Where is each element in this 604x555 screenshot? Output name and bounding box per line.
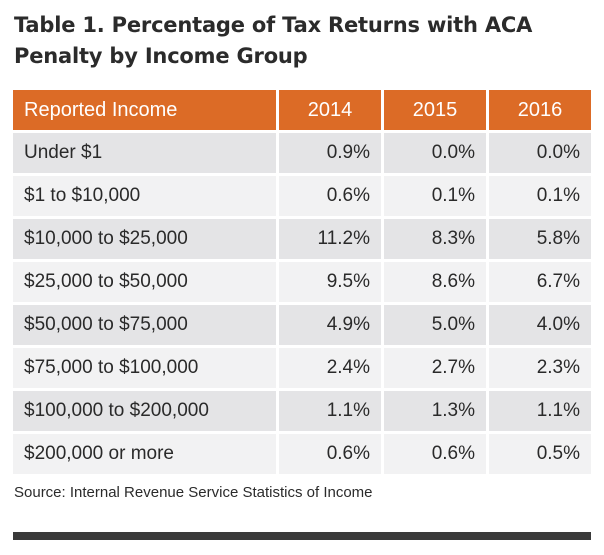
cell-2016: 0.0% bbox=[489, 133, 591, 173]
table-row: $10,000 to $25,000 11.2% 8.3% 5.8% bbox=[13, 219, 591, 259]
cell-2015: 1.3% bbox=[384, 391, 486, 431]
cell-2014: 0.6% bbox=[279, 176, 381, 216]
cell-2016: 2.3% bbox=[489, 348, 591, 388]
cell-2015: 5.0% bbox=[384, 305, 486, 345]
row-label: $200,000 or more bbox=[13, 434, 276, 474]
table-row: $200,000 or more 0.6% 0.6% 0.5% bbox=[13, 434, 591, 474]
cell-2016: 1.1% bbox=[489, 391, 591, 431]
cell-2014: 4.9% bbox=[279, 305, 381, 345]
row-label: $50,000 to $75,000 bbox=[13, 305, 276, 345]
cell-2015: 0.0% bbox=[384, 133, 486, 173]
table-row: Under $1 0.9% 0.0% 0.0% bbox=[13, 133, 591, 173]
table-row: $1 to $10,000 0.6% 0.1% 0.1% bbox=[13, 176, 591, 216]
source-note: Source: Internal Revenue Service Statist… bbox=[14, 484, 373, 501]
cell-2016: 0.5% bbox=[489, 434, 591, 474]
cell-2014: 2.4% bbox=[279, 348, 381, 388]
table-row: $100,000 to $200,000 1.1% 1.3% 1.1% bbox=[13, 391, 591, 431]
cell-2016: 6.7% bbox=[489, 262, 591, 302]
row-label: $100,000 to $200,000 bbox=[13, 391, 276, 431]
cell-2015: 8.3% bbox=[384, 219, 486, 259]
table-row: $75,000 to $100,000 2.4% 2.7% 2.3% bbox=[13, 348, 591, 388]
bottom-rule bbox=[13, 532, 591, 540]
header-reported-income: Reported Income bbox=[13, 90, 276, 130]
cell-2016: 0.1% bbox=[489, 176, 591, 216]
cell-2014: 9.5% bbox=[279, 262, 381, 302]
table-title: Table 1. Percentage of Tax Returns with … bbox=[14, 13, 533, 68]
cell-2016: 4.0% bbox=[489, 305, 591, 345]
table-header-row: Reported Income 2014 2015 2016 bbox=[13, 90, 591, 130]
table-row: $50,000 to $75,000 4.9% 5.0% 4.0% bbox=[13, 305, 591, 345]
row-label: Under $1 bbox=[13, 133, 276, 173]
cell-2014: 0.6% bbox=[279, 434, 381, 474]
cell-2014: 1.1% bbox=[279, 391, 381, 431]
cell-2015: 8.6% bbox=[384, 262, 486, 302]
cell-2015: 2.7% bbox=[384, 348, 486, 388]
row-label: $75,000 to $100,000 bbox=[13, 348, 276, 388]
cell-2015: 0.6% bbox=[384, 434, 486, 474]
cell-2015: 0.1% bbox=[384, 176, 486, 216]
header-2014: 2014 bbox=[279, 90, 381, 130]
cell-2016: 5.8% bbox=[489, 219, 591, 259]
data-table: Reported Income 2014 2015 2016 Under $1 … bbox=[13, 90, 591, 477]
header-2016: 2016 bbox=[489, 90, 591, 130]
row-label: $1 to $10,000 bbox=[13, 176, 276, 216]
cell-2014: 0.9% bbox=[279, 133, 381, 173]
cell-2014: 11.2% bbox=[279, 219, 381, 259]
row-label: $10,000 to $25,000 bbox=[13, 219, 276, 259]
table-row: $25,000 to $50,000 9.5% 8.6% 6.7% bbox=[13, 262, 591, 302]
row-label: $25,000 to $50,000 bbox=[13, 262, 276, 302]
header-2015: 2015 bbox=[384, 90, 486, 130]
